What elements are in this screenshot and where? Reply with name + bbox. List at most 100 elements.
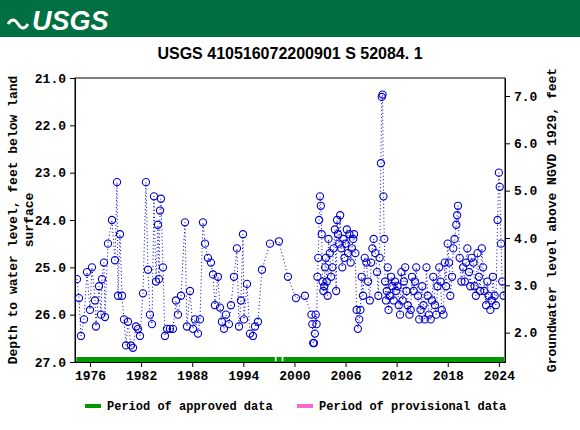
data-point [385,306,392,313]
data-point [388,273,395,280]
data-point [148,321,155,328]
tick-mark [192,362,193,367]
legend-swatch [297,404,313,408]
tick-mark [397,362,398,367]
data-point [373,268,380,275]
tick-label: 7.0 [514,90,538,105]
data-point [357,306,364,313]
data-point [395,302,402,309]
data-point [80,316,87,323]
axis-line [505,79,506,363]
axis-line [76,362,506,363]
data-point [118,292,125,299]
tick-label: 2006 [330,369,361,384]
tick-label: 23.0 [35,166,66,181]
data-point [361,254,368,261]
tick-label: 26.0 [35,308,66,323]
data-point [214,273,221,280]
data-point [313,321,320,328]
data-point [218,318,225,325]
tick-mark [499,362,500,367]
data-point [478,245,485,252]
header: USGS [0,0,580,37]
data-point [480,264,487,271]
series-line [77,95,504,348]
tick-mark [505,191,510,192]
tick-label: 1994 [228,369,259,384]
data-point [240,316,247,323]
data-point [169,325,176,332]
data-point [181,219,188,226]
data-point [227,302,234,309]
data-point [464,245,471,252]
data-point [174,311,181,318]
data-point [201,240,208,247]
data-point [453,221,460,228]
data-point [494,216,501,223]
legend-label: Period of approved data [107,400,273,414]
data-point [447,292,454,299]
data-point [327,273,334,280]
axis-line [75,79,76,363]
data-point [410,287,417,294]
data-point [448,273,455,280]
tick-label: 2.0 [514,326,538,341]
data-point [367,259,374,266]
data-point [98,276,105,283]
logo-wave [8,20,28,28]
data-point [142,179,149,186]
data-point [310,339,317,346]
tick: 1976 [75,362,106,384]
data-point [381,235,388,242]
tick: 2000 [279,362,310,384]
data-point [497,240,504,247]
data-point [430,273,437,280]
data-point [454,202,461,209]
tick: 1994 [228,362,259,384]
tick: 1988 [177,362,208,384]
tick: 26.0 [35,308,75,323]
data-point [177,292,184,299]
data-point [342,240,349,247]
data-point [379,91,386,98]
data-point [136,332,143,339]
data-point [496,183,503,190]
tick-mark [70,362,75,363]
data-point [150,193,157,200]
background [0,0,580,430]
y-axis-title: Depth to water level, feet below landsur… [6,76,37,365]
data-point [124,318,131,325]
data-point [419,283,426,290]
data-point [366,297,373,304]
data-point [326,250,333,257]
data-point [338,245,345,252]
data-point [88,264,95,271]
data-point [316,216,323,223]
data-point [365,278,372,285]
data-point [155,276,162,283]
data-point [344,250,351,257]
tick: 6.0 [505,137,538,152]
header-logo: USGS [32,6,109,36]
data-point [311,330,318,337]
data-point [116,231,123,238]
data-point [474,250,481,257]
data-point [375,292,382,299]
data-point [372,250,379,257]
data-point [407,306,414,313]
data-point [489,273,496,280]
data-point [445,259,452,266]
data-point [194,330,201,337]
data-point [161,332,168,339]
data-point [425,311,432,318]
data-point [322,254,329,261]
tick: 2024 [484,362,515,384]
tick: 2012 [382,362,413,384]
tick-mark [90,362,91,367]
data-point [239,231,246,238]
data-point [400,278,407,285]
data-point [77,332,84,339]
data-point [225,321,232,328]
data-point [396,311,403,318]
data-point [470,259,477,266]
